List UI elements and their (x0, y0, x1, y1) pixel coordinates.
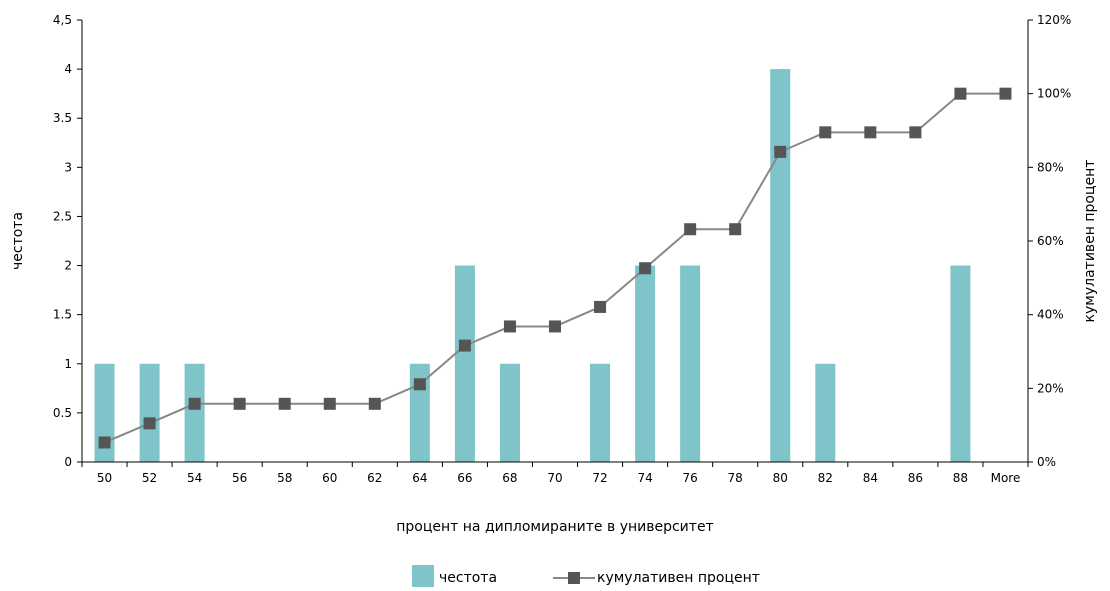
y2-axis-title: кумулативен процент (1082, 160, 1098, 323)
line-point (999, 87, 1012, 100)
bar (635, 265, 656, 462)
line-point (323, 397, 336, 410)
legend: честота кумулативен процент (412, 565, 760, 587)
line-point (549, 320, 561, 333)
y-tick-label: 0 (64, 455, 72, 469)
y2-tick-label: 0% (1037, 455, 1056, 469)
axes (81, 20, 1029, 463)
x-tick-label: 76 (683, 471, 698, 485)
x-tick-label: 54 (187, 471, 202, 485)
y-tick-label: 1.5 (53, 308, 72, 322)
x-tick-label: 80 (773, 471, 788, 485)
line-point (413, 378, 426, 391)
bar (139, 363, 160, 462)
y-tick-label: 0.5 (53, 406, 72, 420)
legend-swatch-frequency (412, 565, 434, 587)
y-tick-label: 2.5 (53, 209, 72, 223)
bar (590, 363, 611, 462)
line-point (458, 339, 471, 352)
line-point (819, 126, 832, 139)
line-point (639, 262, 652, 275)
x-tick-label: 64 (412, 471, 427, 485)
line-point (594, 300, 607, 313)
y2-tick-label: 80% (1037, 160, 1064, 174)
y2-tick-label: 20% (1037, 381, 1064, 395)
x-tick-label: 78 (728, 471, 743, 485)
line-point (98, 436, 111, 449)
x-tick-label: 50 (97, 471, 112, 485)
x-tick-label: More (991, 471, 1021, 485)
bar (184, 363, 205, 462)
line-point (729, 223, 742, 236)
y-axis-ticks: 0 0.5 1 1.5 2 2.5 3 3.5 4 4,5 (53, 13, 82, 469)
x-tick-label: 88 (953, 471, 968, 485)
x-axis-title: процент на дипломираните в университет (396, 519, 713, 535)
line-series (98, 87, 1012, 449)
bar-series (94, 69, 971, 462)
line-point (774, 145, 787, 158)
x-axis-ticks: 50 52 54 56 58 60 62 64 66 68 70 72 74 76 78 80 82 84 86 88… (81, 462, 1029, 485)
bar (499, 363, 520, 462)
legend-label-cumulative: кумулативен процент (597, 570, 760, 586)
legend-label-frequency: честота (439, 570, 497, 586)
x-tick-label: 66 (457, 471, 472, 485)
legend-marker-cumulative (568, 572, 580, 584)
y-tick-label: 3.5 (53, 111, 72, 125)
line-point (684, 223, 697, 236)
x-tick-label: 52 (142, 471, 157, 485)
x-tick-label: 70 (547, 471, 562, 485)
y-tick-label: 4 (64, 62, 72, 76)
y-tick-label: 2 (64, 259, 72, 273)
y2-axis-ticks: 0% 20% 40% 60% 80% 100% 120% (1028, 13, 1071, 469)
bar (454, 265, 475, 462)
bar (770, 69, 791, 462)
line-point (864, 126, 877, 139)
line-point (143, 417, 156, 430)
x-tick-label: 74 (637, 471, 652, 485)
x-tick-label: 60 (322, 471, 337, 485)
x-tick-label: 56 (232, 471, 247, 485)
x-tick-label: 72 (592, 471, 607, 485)
y2-tick-label: 120% (1037, 13, 1071, 27)
y-tick-label: 3 (64, 160, 72, 174)
y-axis-title: честота (10, 212, 26, 270)
cumulative-line (104, 92, 1006, 444)
line-point (188, 397, 201, 410)
y2-tick-label: 60% (1037, 234, 1064, 248)
x-tick-label: 62 (367, 471, 382, 485)
line-point (954, 87, 967, 100)
x-tick-label: 68 (502, 471, 517, 485)
line-point (233, 397, 246, 410)
x-tick-label: 82 (818, 471, 833, 485)
x-tick-label: 58 (277, 471, 292, 485)
bar (815, 363, 836, 462)
line-point (909, 126, 922, 139)
line-point (503, 320, 516, 333)
y-tick-label: 1 (64, 357, 72, 371)
bar (680, 265, 701, 462)
x-tick-label: 84 (863, 471, 878, 485)
line-point (278, 397, 291, 410)
x-tick-label: 86 (908, 471, 923, 485)
y-tick-label: 4,5 (53, 13, 72, 27)
y2-tick-label: 100% (1037, 87, 1071, 101)
line-point (368, 397, 381, 410)
y2-tick-label: 40% (1037, 308, 1064, 322)
bar (950, 265, 971, 462)
